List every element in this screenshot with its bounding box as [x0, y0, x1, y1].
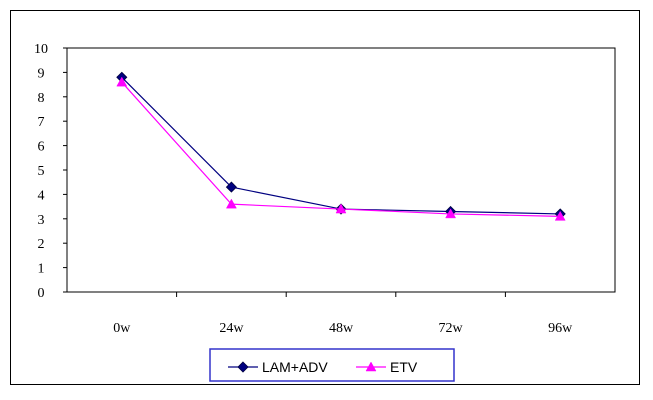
y-tick-label: 3 [38, 213, 45, 228]
chart-frame [10, 10, 640, 385]
legend-box [209, 348, 455, 382]
legend-marker [237, 361, 249, 373]
legend: LAM+ADV ETV [209, 348, 455, 382]
plot-area [66, 47, 616, 293]
x-axis: 0w 24w 48w 72w 96w [113, 292, 573, 336]
x-tick-label: 96w [548, 321, 573, 336]
x-tick-label: 72w [439, 321, 464, 336]
series-layer [116, 71, 566, 221]
data-point [335, 203, 347, 214]
x-tick-label: 24w [219, 321, 244, 336]
y-tick-label: 10 [34, 42, 48, 57]
data-point [225, 181, 237, 193]
y-tick-label: 5 [38, 164, 45, 179]
legend-label: ETV [390, 359, 418, 375]
y-tick-label: 9 [38, 66, 45, 81]
y-axis: 0 1 2 3 4 5 6 7 8 9 10 [34, 42, 67, 301]
legend-label: LAM+ADV [262, 359, 328, 375]
data-point [225, 198, 237, 209]
y-tick-label: 2 [38, 237, 45, 252]
data-point [445, 208, 457, 219]
y-tick-label: 1 [38, 262, 45, 277]
x-tick-label: 0w [113, 321, 131, 336]
data-point [116, 76, 128, 87]
data-point [554, 210, 566, 221]
y-tick-label: 6 [38, 140, 45, 155]
y-tick-label: 7 [38, 115, 45, 130]
y-tick-label: 4 [38, 188, 45, 203]
y-tick-label: 0 [38, 286, 45, 301]
x-tick-label: 48w [329, 321, 354, 336]
legend-marker [365, 361, 377, 372]
y-tick-label: 8 [38, 91, 45, 106]
